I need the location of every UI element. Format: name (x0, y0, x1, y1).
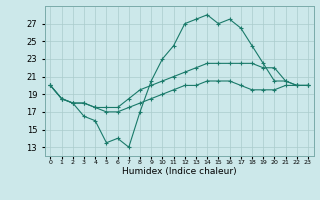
X-axis label: Humidex (Indice chaleur): Humidex (Indice chaleur) (122, 167, 236, 176)
